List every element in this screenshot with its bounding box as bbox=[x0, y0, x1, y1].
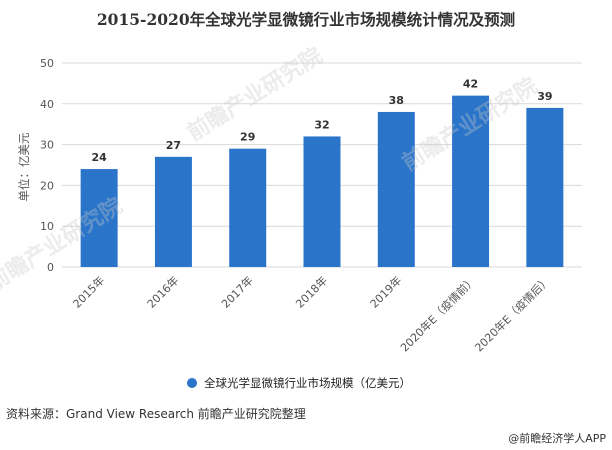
bar-value-label: 42 bbox=[463, 78, 478, 91]
y-tick-label: 40 bbox=[40, 98, 54, 111]
legend: 全球光学显微镜行业市场规模（亿美元） bbox=[187, 376, 411, 390]
x-tick-label: 2020年E（疫情前） bbox=[397, 273, 478, 354]
x-tick-label: 2015年 bbox=[70, 273, 107, 310]
x-tick-label: 2020年E（疫情后） bbox=[472, 273, 553, 354]
y-axis-ticks: 0 10 20 30 40 50 bbox=[40, 57, 54, 274]
bar bbox=[229, 148, 267, 267]
bar bbox=[526, 107, 564, 267]
bar-value-label: 29 bbox=[240, 131, 255, 144]
legend-marker bbox=[187, 378, 197, 388]
bar-value-label: 32 bbox=[314, 118, 329, 131]
x-tick-label: 2019年 bbox=[367, 273, 404, 310]
bars bbox=[80, 95, 564, 268]
x-axis-ticks: 2015年 2016年 2017年 2018年 2019年2020年E（疫情前）2020… bbox=[70, 273, 553, 354]
bar-value-label: 38 bbox=[389, 94, 404, 107]
x-tick-label: 2016年 bbox=[144, 273, 181, 310]
y-tick-label: 20 bbox=[40, 179, 54, 192]
y-axis-label: 单位：亿美元 bbox=[17, 132, 31, 201]
y-tick-label: 30 bbox=[40, 139, 54, 152]
bar bbox=[303, 136, 341, 267]
credit-note: @前瞻经济学人APP bbox=[508, 432, 606, 445]
legend-label: 全球光学显微镜行业市场规模（亿美元） bbox=[204, 376, 411, 390]
chart-title: 2015-2020年全球光学显微镜行业市场规模统计情况及预测 bbox=[96, 10, 516, 29]
bar-value-label: 24 bbox=[91, 151, 107, 164]
y-tick-label: 0 bbox=[47, 261, 54, 274]
bar-value-label: 27 bbox=[166, 139, 181, 152]
bar bbox=[452, 95, 490, 267]
bar bbox=[80, 169, 118, 267]
x-tick-label: 2017年 bbox=[218, 273, 255, 310]
bar-value-label: 39 bbox=[537, 90, 552, 103]
bar-value-labels: 24 27 29 32 38 42 39 bbox=[91, 78, 552, 164]
source-note: 资料来源：Grand View Research 前瞻产业研究院整理 bbox=[6, 407, 306, 421]
bar bbox=[154, 156, 192, 267]
y-tick-label: 10 bbox=[40, 220, 54, 233]
x-tick-label: 2018年 bbox=[293, 273, 330, 310]
bar bbox=[377, 111, 415, 268]
y-tick-label: 50 bbox=[40, 57, 54, 70]
